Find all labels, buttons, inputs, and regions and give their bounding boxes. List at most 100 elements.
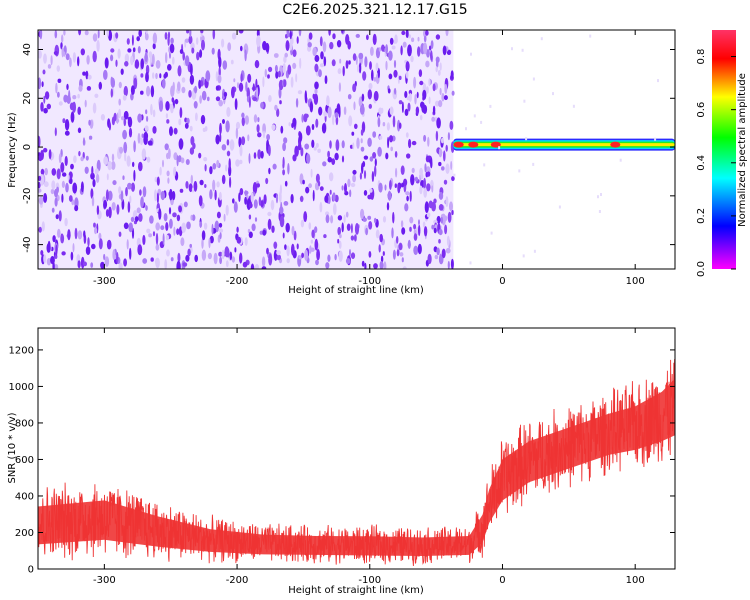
noise-blob bbox=[177, 65, 182, 77]
noise-blob bbox=[346, 223, 351, 231]
noise-blob bbox=[200, 30, 204, 34]
noise-blob bbox=[159, 73, 162, 79]
noise-blob bbox=[350, 182, 356, 188]
noise-blob bbox=[423, 177, 426, 190]
noise-blob bbox=[155, 232, 159, 245]
noise-blob bbox=[352, 174, 356, 183]
noise-blob bbox=[302, 179, 305, 185]
noise-blob bbox=[100, 114, 105, 121]
noise-blob bbox=[267, 74, 270, 79]
noise-blob bbox=[327, 156, 333, 163]
signal-speckle bbox=[489, 104, 492, 108]
noise-blob bbox=[237, 82, 239, 89]
signal-speckle bbox=[525, 137, 528, 141]
noise-blob bbox=[38, 181, 41, 189]
noise-blob bbox=[298, 30, 302, 37]
noise-blob bbox=[167, 64, 172, 71]
snr-x-ticks: -300 -200 -100 0 100 bbox=[93, 328, 645, 586]
noise-blob bbox=[190, 174, 193, 185]
noise-blob bbox=[226, 106, 231, 118]
noise-blob bbox=[65, 53, 70, 61]
noise-blob bbox=[190, 214, 193, 221]
x-tick-label: 0 bbox=[499, 276, 505, 287]
noise-blob bbox=[307, 42, 312, 48]
noise-blob bbox=[345, 258, 351, 264]
noise-blob bbox=[61, 180, 65, 188]
noise-blob bbox=[61, 193, 64, 203]
noise-blob bbox=[398, 242, 403, 251]
noise-blob bbox=[158, 208, 162, 220]
noise-blob bbox=[433, 198, 437, 204]
noise-blob bbox=[43, 53, 47, 64]
noise-blob bbox=[212, 30, 216, 40]
signal-speckle bbox=[521, 48, 524, 52]
noise-blob bbox=[149, 54, 152, 66]
noise-blob bbox=[278, 87, 282, 99]
noise-blob bbox=[427, 136, 430, 147]
noise-blob bbox=[325, 214, 330, 224]
noise-blob bbox=[165, 222, 169, 231]
noise-blob bbox=[179, 49, 184, 54]
noise-blob bbox=[417, 36, 420, 42]
x-tick-label: 0 bbox=[499, 575, 505, 586]
noise-blob bbox=[126, 155, 131, 167]
noise-blob bbox=[164, 143, 169, 151]
noise-blob bbox=[83, 137, 85, 146]
noise-blob bbox=[61, 251, 66, 256]
noise-blob bbox=[430, 159, 433, 169]
noise-blob bbox=[137, 244, 143, 256]
noise-blob bbox=[284, 180, 288, 187]
noise-blob bbox=[297, 90, 303, 95]
noise-blob bbox=[204, 126, 208, 132]
noise-blob bbox=[126, 38, 130, 45]
noise-blob bbox=[411, 167, 415, 174]
noise-blob bbox=[38, 136, 41, 148]
noise-blob bbox=[282, 156, 285, 169]
noise-blob bbox=[365, 227, 368, 236]
noise-blob bbox=[305, 186, 310, 194]
noise-blob bbox=[362, 71, 367, 81]
noise-blob bbox=[105, 189, 109, 202]
noise-blob bbox=[262, 123, 266, 135]
noise-blob bbox=[62, 118, 66, 124]
noise-blob bbox=[146, 156, 151, 163]
noise-blob bbox=[316, 249, 320, 261]
noise-blob bbox=[431, 224, 435, 230]
noise-blob bbox=[192, 142, 196, 150]
noise-blob bbox=[231, 86, 235, 99]
noise-blob bbox=[191, 214, 196, 221]
noise-blob bbox=[438, 100, 443, 108]
noise-blob bbox=[94, 227, 98, 235]
noise-blob bbox=[183, 201, 188, 208]
noise-blob bbox=[270, 199, 275, 211]
noise-blob bbox=[277, 70, 281, 78]
noise-blob bbox=[382, 251, 385, 256]
noise-blob bbox=[449, 120, 454, 130]
noise-blob bbox=[441, 92, 445, 102]
noise-blob bbox=[240, 73, 243, 82]
noise-blob bbox=[128, 222, 133, 233]
noise-blob bbox=[196, 51, 200, 61]
noise-blob bbox=[238, 136, 242, 148]
noise-blob bbox=[439, 253, 442, 264]
noise-blob bbox=[348, 115, 353, 127]
noise-blob bbox=[268, 167, 271, 175]
noise-blob bbox=[225, 164, 228, 172]
noise-blob bbox=[248, 202, 253, 209]
noise-blob bbox=[78, 30, 82, 36]
noise-blob bbox=[204, 164, 207, 172]
noise-blob bbox=[138, 161, 143, 172]
noise-blob bbox=[191, 187, 195, 193]
noise-blob bbox=[112, 249, 116, 261]
noise-blob bbox=[178, 118, 182, 126]
noise-blob bbox=[341, 155, 345, 163]
noise-blob bbox=[124, 61, 129, 67]
noise-blob bbox=[349, 189, 352, 198]
noise-blob bbox=[431, 185, 434, 193]
noise-blob bbox=[407, 102, 411, 112]
noise-blob bbox=[137, 46, 141, 54]
noise-blob bbox=[152, 231, 156, 237]
noise-blob bbox=[444, 224, 448, 235]
noise-blob bbox=[315, 118, 319, 128]
noise-blob bbox=[294, 145, 299, 157]
